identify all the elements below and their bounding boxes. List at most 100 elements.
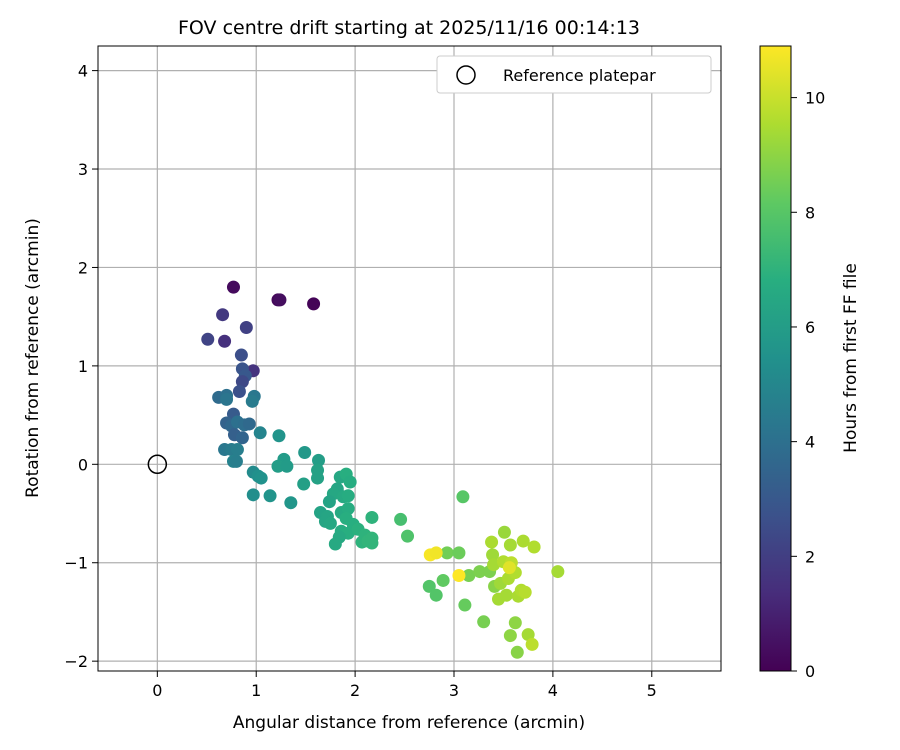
data-point xyxy=(429,546,443,560)
data-point xyxy=(311,471,325,485)
data-point xyxy=(232,384,246,398)
chart-title: FOV centre drift starting at 2025/11/16 … xyxy=(178,17,640,39)
data-point xyxy=(429,588,443,602)
colorbar-tick-label: 6 xyxy=(805,318,815,337)
y-tick-label: −2 xyxy=(64,652,88,671)
data-point xyxy=(473,565,487,579)
data-point xyxy=(462,569,476,583)
y-tick-label: 0 xyxy=(78,455,88,474)
legend: Reference platepar xyxy=(436,55,712,94)
data-point xyxy=(246,488,260,502)
data-point xyxy=(239,320,253,334)
data-point xyxy=(297,477,311,491)
x-axis-ticks: 0 1 2 3 4 5 xyxy=(152,671,657,700)
colorbar-tick-label: 10 xyxy=(805,89,825,108)
data-point xyxy=(229,454,243,468)
data-point xyxy=(343,475,357,489)
data-point xyxy=(497,525,511,539)
legend-box xyxy=(436,55,712,94)
y-tick-label: 1 xyxy=(78,357,88,376)
data-point xyxy=(312,453,326,467)
data-point xyxy=(477,615,491,629)
data-point xyxy=(422,579,436,593)
data-point xyxy=(322,495,336,509)
data-point xyxy=(502,561,516,575)
data-point xyxy=(503,629,517,643)
data-point xyxy=(456,490,470,504)
data-point xyxy=(525,637,539,651)
data-point xyxy=(263,489,277,503)
data-point xyxy=(436,573,450,587)
data-point xyxy=(365,531,379,545)
data-point xyxy=(521,628,535,642)
reference-marker xyxy=(147,454,168,475)
data-point xyxy=(323,516,337,530)
y-axis-label: Rotation from reference (arcmin) xyxy=(23,218,43,498)
data-point xyxy=(201,332,215,346)
data-point xyxy=(527,540,541,554)
data-point xyxy=(394,512,408,526)
data-point xyxy=(510,645,524,659)
data-point xyxy=(235,431,249,445)
data-point xyxy=(242,417,256,431)
data-point xyxy=(272,429,286,443)
plot-frame xyxy=(97,45,722,672)
data-point xyxy=(280,459,294,473)
data-point xyxy=(486,548,500,562)
data-point xyxy=(508,616,522,630)
data-point xyxy=(341,502,355,516)
y-tick-label: −1 xyxy=(64,554,88,573)
x-tick-label: 3 xyxy=(449,681,459,700)
data-point xyxy=(516,534,530,548)
x-tick-label: 0 xyxy=(152,681,162,700)
data-point xyxy=(216,308,230,322)
data-point xyxy=(485,535,499,549)
data-point xyxy=(487,558,501,572)
data-point xyxy=(365,510,379,524)
legend-open-circle-icon xyxy=(456,65,476,85)
data-point xyxy=(235,375,249,389)
colorbar-tick-label: 2 xyxy=(805,547,815,566)
data-point xyxy=(298,445,312,459)
data-point xyxy=(245,394,259,408)
data-point xyxy=(307,297,321,311)
data-point xyxy=(226,280,240,294)
data-point xyxy=(218,334,232,348)
data-point xyxy=(230,443,244,457)
data-point xyxy=(452,546,466,560)
data-point xyxy=(254,471,268,485)
data-point xyxy=(503,538,517,552)
colorbar-tick-label: 8 xyxy=(805,203,815,222)
y-tick-label: 2 xyxy=(78,258,88,277)
colorbar-label: Hours from first FF file xyxy=(841,263,861,453)
data-point xyxy=(518,585,532,599)
x-tick-label: 2 xyxy=(350,681,360,700)
colorbar-ticks: 0 2 4 6 8 10 xyxy=(791,89,825,681)
data-point xyxy=(551,565,565,579)
data-point xyxy=(341,489,355,503)
data-point xyxy=(328,537,342,551)
points-layer xyxy=(201,280,565,659)
data-point xyxy=(273,293,287,307)
data-point xyxy=(452,569,466,583)
colorbar-tick-label: 0 xyxy=(805,662,815,681)
grid-x xyxy=(156,46,653,671)
colorbar-tick-label: 4 xyxy=(805,433,815,452)
y-axis-ticks: −2 −1 0 1 2 3 4 xyxy=(64,62,98,671)
data-point xyxy=(253,426,267,440)
legend-label: Reference platepar xyxy=(503,66,656,85)
x-axis-label: Angular distance from reference (arcmin) xyxy=(233,713,585,733)
data-point xyxy=(271,459,285,473)
x-tick-label: 1 xyxy=(251,681,261,700)
y-tick-label: 4 xyxy=(78,62,88,81)
data-point xyxy=(440,546,454,560)
colorbar xyxy=(759,45,792,672)
data-point xyxy=(458,598,472,612)
x-tick-label: 5 xyxy=(647,681,657,700)
data-point xyxy=(234,348,248,362)
data-point xyxy=(499,588,513,602)
y-tick-label: 3 xyxy=(78,160,88,179)
data-point xyxy=(220,392,234,406)
grid-y xyxy=(98,70,721,662)
